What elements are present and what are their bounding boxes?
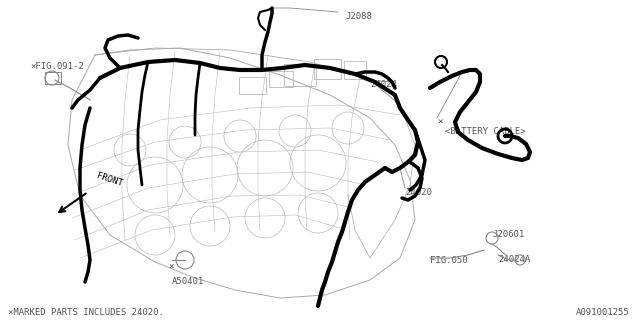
- Text: A091001255: A091001255: [576, 308, 630, 317]
- Text: ×: ×: [437, 118, 442, 127]
- Text: 24020: 24020: [405, 188, 432, 197]
- Text: ×MARKED PARTS INCLUDES 24020.: ×MARKED PARTS INCLUDES 24020.: [8, 308, 164, 317]
- Text: J20601: J20601: [492, 230, 524, 239]
- Text: FIG.050: FIG.050: [430, 256, 468, 265]
- Text: FRONT: FRONT: [95, 171, 124, 188]
- Text: 24024A: 24024A: [498, 255, 531, 264]
- Text: ×FIG.091-2: ×FIG.091-2: [30, 62, 84, 71]
- Text: ×: ×: [168, 263, 173, 272]
- Text: 24024: 24024: [370, 80, 397, 89]
- Text: A50401: A50401: [172, 277, 204, 286]
- Text: <BATTERY CABLE>: <BATTERY CABLE>: [445, 127, 525, 136]
- Text: J2088: J2088: [345, 12, 372, 21]
